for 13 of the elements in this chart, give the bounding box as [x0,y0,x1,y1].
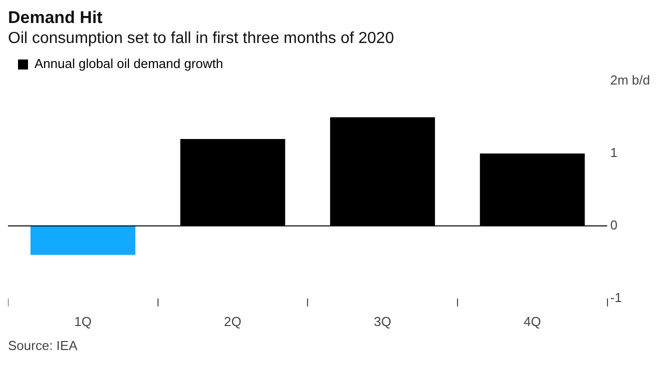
x-tick-label: 1Q [74,314,92,329]
y-tick-label: 0 [610,218,618,233]
x-tick-label: 2Q [224,314,242,329]
legend-label: Annual global oil demand growth [34,56,224,72]
x-tick-label: 3Q [374,314,392,329]
chart-subtitle: Oil consumption set to fall in first three months of 2020 [8,30,395,48]
y-tick-label: 1 [610,145,618,160]
source-note: Source: IEA [8,338,78,353]
y-tick-label: -1 [610,290,622,305]
bar [30,226,136,255]
chart-title: Demand Hit [8,8,104,28]
x-tick-label: 4Q [524,314,542,329]
y-tick-label: 2m b/d [610,72,650,88]
